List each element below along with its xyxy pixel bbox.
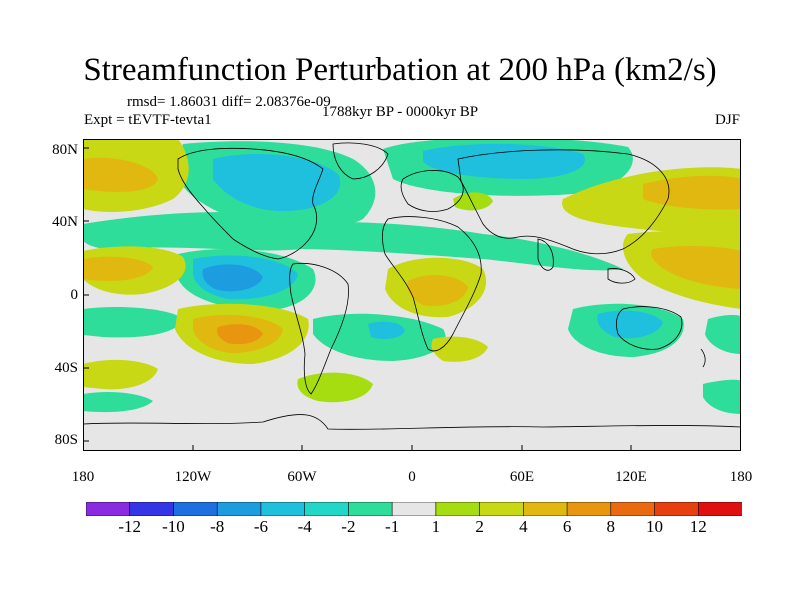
colorbar-swatch — [216, 502, 262, 516]
lon-label-60w: 60W — [287, 469, 317, 485]
lat-label-80n: 80N — [52, 142, 78, 158]
colorbar-swatch — [348, 502, 393, 516]
colorbar-label: 8 — [606, 517, 616, 536]
lon-label-60e: 60E — [509, 469, 535, 485]
negative-anomaly-tropical-east-pacific-core — [202, 264, 263, 292]
coastlines — [83, 142, 741, 430]
negative-anomaly-australia-core — [597, 310, 663, 339]
lon-label-120e: 120E — [615, 469, 647, 485]
positive-anomaly-subtropical-south-pacific-core — [217, 324, 263, 345]
positive-anomaly-north-pacific-west-core — [83, 157, 158, 192]
colorbar-swatch — [173, 502, 218, 516]
positive-anomaly-north-africa-core — [407, 275, 468, 307]
colorbar-swatch — [435, 502, 481, 516]
colorbar-label: -10 — [162, 517, 185, 536]
colorbar-label: 10 — [646, 517, 664, 536]
axis-ticks — [83, 147, 632, 451]
negative-anomaly-south-atlantic-small — [368, 321, 405, 339]
colorbar-label: -4 — [297, 517, 312, 536]
lon-label-180w: 180 — [71, 469, 95, 485]
positive-anomaly-south-africa — [431, 336, 488, 362]
positive-anomaly-siberia-core — [643, 175, 741, 210]
colorbar-swatch — [391, 502, 437, 516]
lon-label-180e: 180 — [729, 469, 753, 485]
stats-text: rmsd= 1.86031 diff= 2.08376e-09 — [127, 94, 331, 110]
lat-label-40n: 40N — [52, 214, 78, 230]
colorbar-swatch — [654, 502, 699, 516]
colorbar-swatch — [479, 502, 524, 516]
colorbar-label: 2 — [475, 517, 484, 536]
season-label: DJF — [714, 112, 740, 128]
colorbar-swatch — [129, 502, 175, 516]
negative-anomaly-north-america-core — [213, 154, 341, 211]
colorbar — [86, 502, 742, 516]
plot-title: Streamfunction Perturbation at 200 hPa (… — [83, 52, 717, 88]
colorbar-label: 6 — [562, 517, 572, 536]
positive-anomaly-southern-ocean — [83, 359, 158, 390]
negative-anomaly-west-pacific-band — [83, 307, 183, 338]
negative-anomaly-southern-ocean-west — [83, 391, 153, 413]
negative-anomaly-arctic-eurasia-core — [423, 143, 585, 179]
negative-anomaly-north-pacific-east — [83, 212, 321, 251]
negative-anomaly-southern-ocean-east — [703, 379, 741, 414]
colorbar-label: 4 — [519, 517, 528, 536]
map-panel — [83, 139, 741, 451]
positive-anomaly-west-pacific-north-core — [83, 256, 153, 281]
colorbar-swatch — [610, 502, 656, 516]
lat-label-40s: 40S — [54, 360, 78, 376]
colorbar-label: -1 — [385, 517, 400, 536]
colorbar-swatch — [566, 502, 612, 516]
colorbar-label: -6 — [253, 517, 268, 536]
colorbar-label: -12 — [118, 517, 142, 536]
negative-anomaly-east-pacific-south — [705, 314, 741, 354]
lon-label-120w: 120W — [174, 469, 212, 485]
lat-label-80s: 80S — [54, 432, 78, 448]
colorbar-label: -2 — [341, 517, 356, 536]
colorbar-label: 1 — [431, 517, 441, 536]
experiment-label: Expt = tEVTF-tevta1 — [84, 112, 212, 128]
colorbar-swatch — [86, 502, 131, 516]
colorbar-swatch — [523, 502, 568, 516]
positive-anomaly-mid-atlantic-small — [453, 192, 493, 211]
positive-anomaly-southern-ocean-atlantic — [297, 372, 373, 403]
colorbar-swatch — [260, 502, 306, 516]
colorbar-label: -8 — [210, 517, 225, 536]
period-label: 1788kyr BP - 0000kyr BP — [322, 104, 479, 120]
colorbar-swatch — [304, 502, 349, 516]
lat-label-0: 0 — [70, 287, 79, 303]
colorbar-swatch — [697, 502, 742, 516]
colorbar-label: 12 — [689, 517, 707, 536]
lon-label-0: 0 — [408, 469, 416, 485]
positive-anomaly-subtropical-west-pacific-core — [651, 245, 741, 289]
